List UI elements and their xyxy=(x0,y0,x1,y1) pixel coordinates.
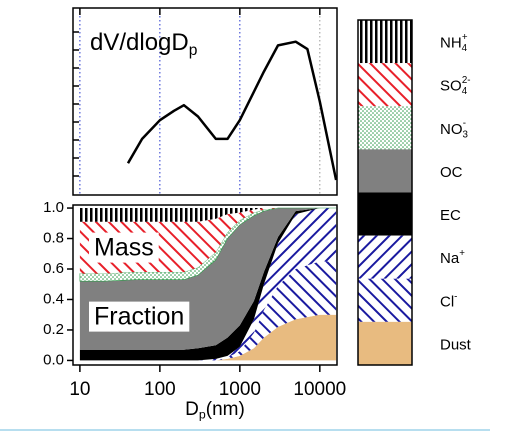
legend-label: Cl- xyxy=(440,291,457,310)
legend-label: Na+ xyxy=(440,248,465,267)
x-axis-label-rest: (nm) xyxy=(206,399,245,420)
legend-label-base: NH xyxy=(440,35,462,52)
legend-frame xyxy=(357,19,413,366)
stacked-area xyxy=(79,314,337,361)
legend-swatch xyxy=(358,278,412,322)
legend-label-base: NO xyxy=(440,121,463,138)
legend-label-sup: - xyxy=(454,291,457,302)
legend-label: NH4+ xyxy=(440,31,468,53)
legend-swatch xyxy=(358,321,412,365)
legend-label: SO42- xyxy=(440,75,471,97)
y-tick-label: 1.0 xyxy=(43,199,64,216)
annotation: Mass xyxy=(94,234,154,262)
legend-label-base: Na xyxy=(440,250,460,267)
legend-label-sup: + xyxy=(459,248,465,259)
legend-label-sup: + xyxy=(462,31,468,42)
annotation: Fraction xyxy=(94,303,184,331)
panel-title: dV/dlogDp xyxy=(90,29,198,59)
y-tick-label: 0.2 xyxy=(43,321,64,338)
x-tick-label: 10 xyxy=(69,379,90,400)
legend-label-sub: 3 xyxy=(463,129,468,140)
x-tick-label: 1000 xyxy=(219,379,261,400)
legend-label-base: SO xyxy=(440,78,462,95)
x-tick-label: 100 xyxy=(144,379,176,400)
y-tick-label: 0.4 xyxy=(43,290,64,307)
panel-title-sub: p xyxy=(189,42,198,59)
legend-label-base: OC xyxy=(440,164,463,181)
legend-label: NO3- xyxy=(440,118,468,140)
legend-label-base: EC xyxy=(440,207,461,224)
size-distribution-line xyxy=(126,40,338,181)
x-axis-label-text: D xyxy=(185,399,199,420)
x-axis-label: Dp(nm) xyxy=(185,399,245,422)
legend-swatch xyxy=(358,106,412,150)
plot-frame xyxy=(72,7,338,196)
legend-label-base: Dust xyxy=(440,336,472,353)
plot-frame xyxy=(72,204,338,366)
x-tick-label: 10000 xyxy=(293,379,346,400)
stacked-area xyxy=(79,208,337,222)
stacked-area xyxy=(79,261,337,361)
y-tick-label: 0.0 xyxy=(43,351,64,368)
legend-swatch xyxy=(358,63,412,107)
x-axis-label-sub: p xyxy=(199,408,206,422)
legend-label: OC xyxy=(440,164,463,181)
legend-swatch xyxy=(358,235,412,279)
panel-title-text: dV/dlogD xyxy=(90,29,189,56)
legend-label: Dust xyxy=(440,336,472,353)
stacked-area xyxy=(79,208,337,361)
y-tick-label: 0.8 xyxy=(43,229,64,246)
legend-swatch xyxy=(358,149,412,193)
legend-label-sub: 4 xyxy=(462,43,468,54)
legend-label: EC xyxy=(440,207,461,224)
y-tick-label: 0.6 xyxy=(43,260,64,277)
legend-label-base: Cl xyxy=(440,293,454,310)
annotation-box xyxy=(89,232,159,263)
legend-label-sup: - xyxy=(463,118,466,129)
annotation-box xyxy=(89,301,190,332)
legend-swatch xyxy=(358,20,412,64)
legend-label-sup: 2- xyxy=(462,75,471,86)
legend-swatch xyxy=(358,192,412,236)
legend-label-sub: 4 xyxy=(462,86,468,97)
